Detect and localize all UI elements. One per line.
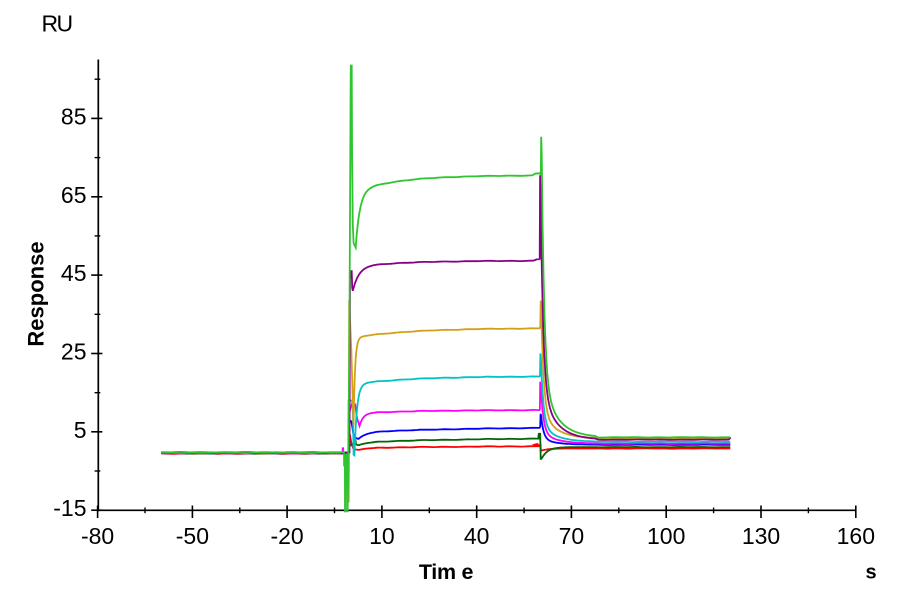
svg-text:130: 130 bbox=[742, 523, 780, 549]
svg-text:100: 100 bbox=[647, 523, 685, 549]
svg-text:RU: RU bbox=[42, 10, 72, 36]
svg-text:Tim e: Tim e bbox=[419, 560, 474, 584]
svg-text:-15: -15 bbox=[53, 495, 86, 521]
svg-text:Response: Response bbox=[24, 241, 49, 346]
svg-text:160: 160 bbox=[837, 523, 875, 549]
svg-text:70: 70 bbox=[559, 523, 585, 549]
svg-text:85: 85 bbox=[61, 103, 87, 129]
svg-text:s: s bbox=[865, 562, 876, 584]
svg-text:5: 5 bbox=[74, 417, 87, 443]
svg-text:-50: -50 bbox=[176, 523, 209, 549]
svg-text:65: 65 bbox=[61, 182, 87, 208]
svg-text:40: 40 bbox=[464, 523, 490, 549]
svg-text:25: 25 bbox=[61, 339, 87, 365]
svg-text:45: 45 bbox=[61, 260, 87, 286]
svg-text:-20: -20 bbox=[270, 523, 303, 549]
svg-text:10: 10 bbox=[369, 523, 395, 549]
svg-text:-80: -80 bbox=[81, 523, 114, 549]
